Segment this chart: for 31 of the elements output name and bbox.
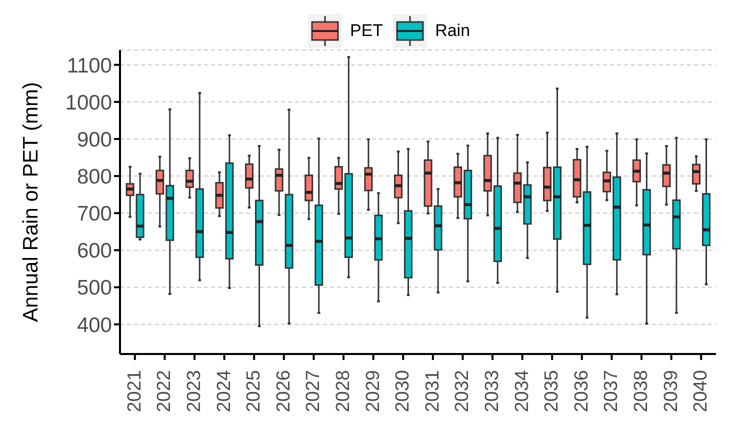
y-tick-label: 700: [76, 202, 112, 226]
x-tick-label: 2038: [631, 370, 652, 412]
x-tick-label: 2034: [512, 370, 533, 412]
y-tick-label: 1100: [66, 54, 112, 78]
y-tick-label: 1000: [65, 91, 112, 114]
x-tick-label: 2028: [333, 370, 354, 412]
y-tick-label: 600: [76, 240, 112, 263]
x-tick-label: 2039: [660, 370, 682, 412]
x-tick-label: 2025: [244, 370, 265, 412]
x-tick-label: 2040: [690, 370, 712, 412]
x-tick-label: 2032: [452, 370, 474, 412]
legend-label: PET: [350, 21, 384, 41]
x-tick-label: 2033: [482, 370, 503, 412]
x-tick-label: 2024: [214, 370, 235, 412]
x-tick-label: 2035: [542, 370, 563, 412]
x-tick-label: 2021: [124, 370, 146, 412]
x-tick-label: 2037: [601, 370, 622, 412]
x-tick-label: 2031: [422, 370, 444, 412]
x-tick-label: 2030: [392, 370, 414, 412]
x-tick-label: 2027: [303, 370, 324, 412]
y-axis-title: Annual Rain or PET (mm): [19, 82, 42, 322]
x-tick-label: 2036: [571, 370, 592, 412]
x-tick-label: 2023: [184, 370, 205, 412]
legend-label: Rain: [435, 21, 470, 41]
y-tick-label: 900: [76, 128, 112, 152]
x-tick-label: 2029: [362, 370, 384, 412]
y-tick-label: 400: [76, 314, 112, 337]
y-tick-label: 800: [76, 166, 112, 189]
x-tick-label: 2026: [273, 370, 294, 412]
x-tick-label: 2022: [154, 370, 176, 412]
y-tick-label: 500: [76, 276, 112, 300]
